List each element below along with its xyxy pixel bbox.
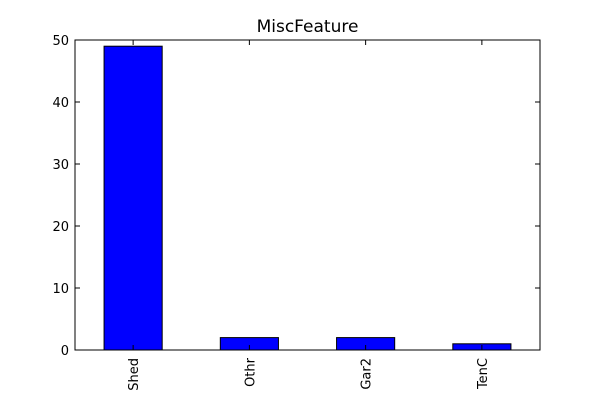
- y-tick-label: 50: [52, 34, 69, 49]
- y-tick-label: 10: [52, 282, 69, 297]
- x-tick-label: Gar2: [360, 358, 375, 390]
- chart-title: MiscFeature: [257, 17, 359, 37]
- plot-frame: [74, 39, 541, 351]
- y-tick-label: 20: [52, 220, 69, 235]
- x-axis: Shed Othr Gar2 TenC: [127, 40, 491, 391]
- bar-series: [103, 45, 512, 351]
- y-tick-label: 0: [61, 344, 69, 359]
- x-tick-label: Othr: [243, 357, 258, 387]
- bar-shed: [103, 45, 163, 351]
- x-tick-label: Shed: [127, 358, 142, 391]
- x-tick-label: TenC: [476, 358, 491, 390]
- y-axis: 0 10 20 30 40 50: [52, 34, 540, 359]
- y-tick-label: 30: [52, 158, 69, 173]
- y-tick-label: 40: [52, 96, 69, 111]
